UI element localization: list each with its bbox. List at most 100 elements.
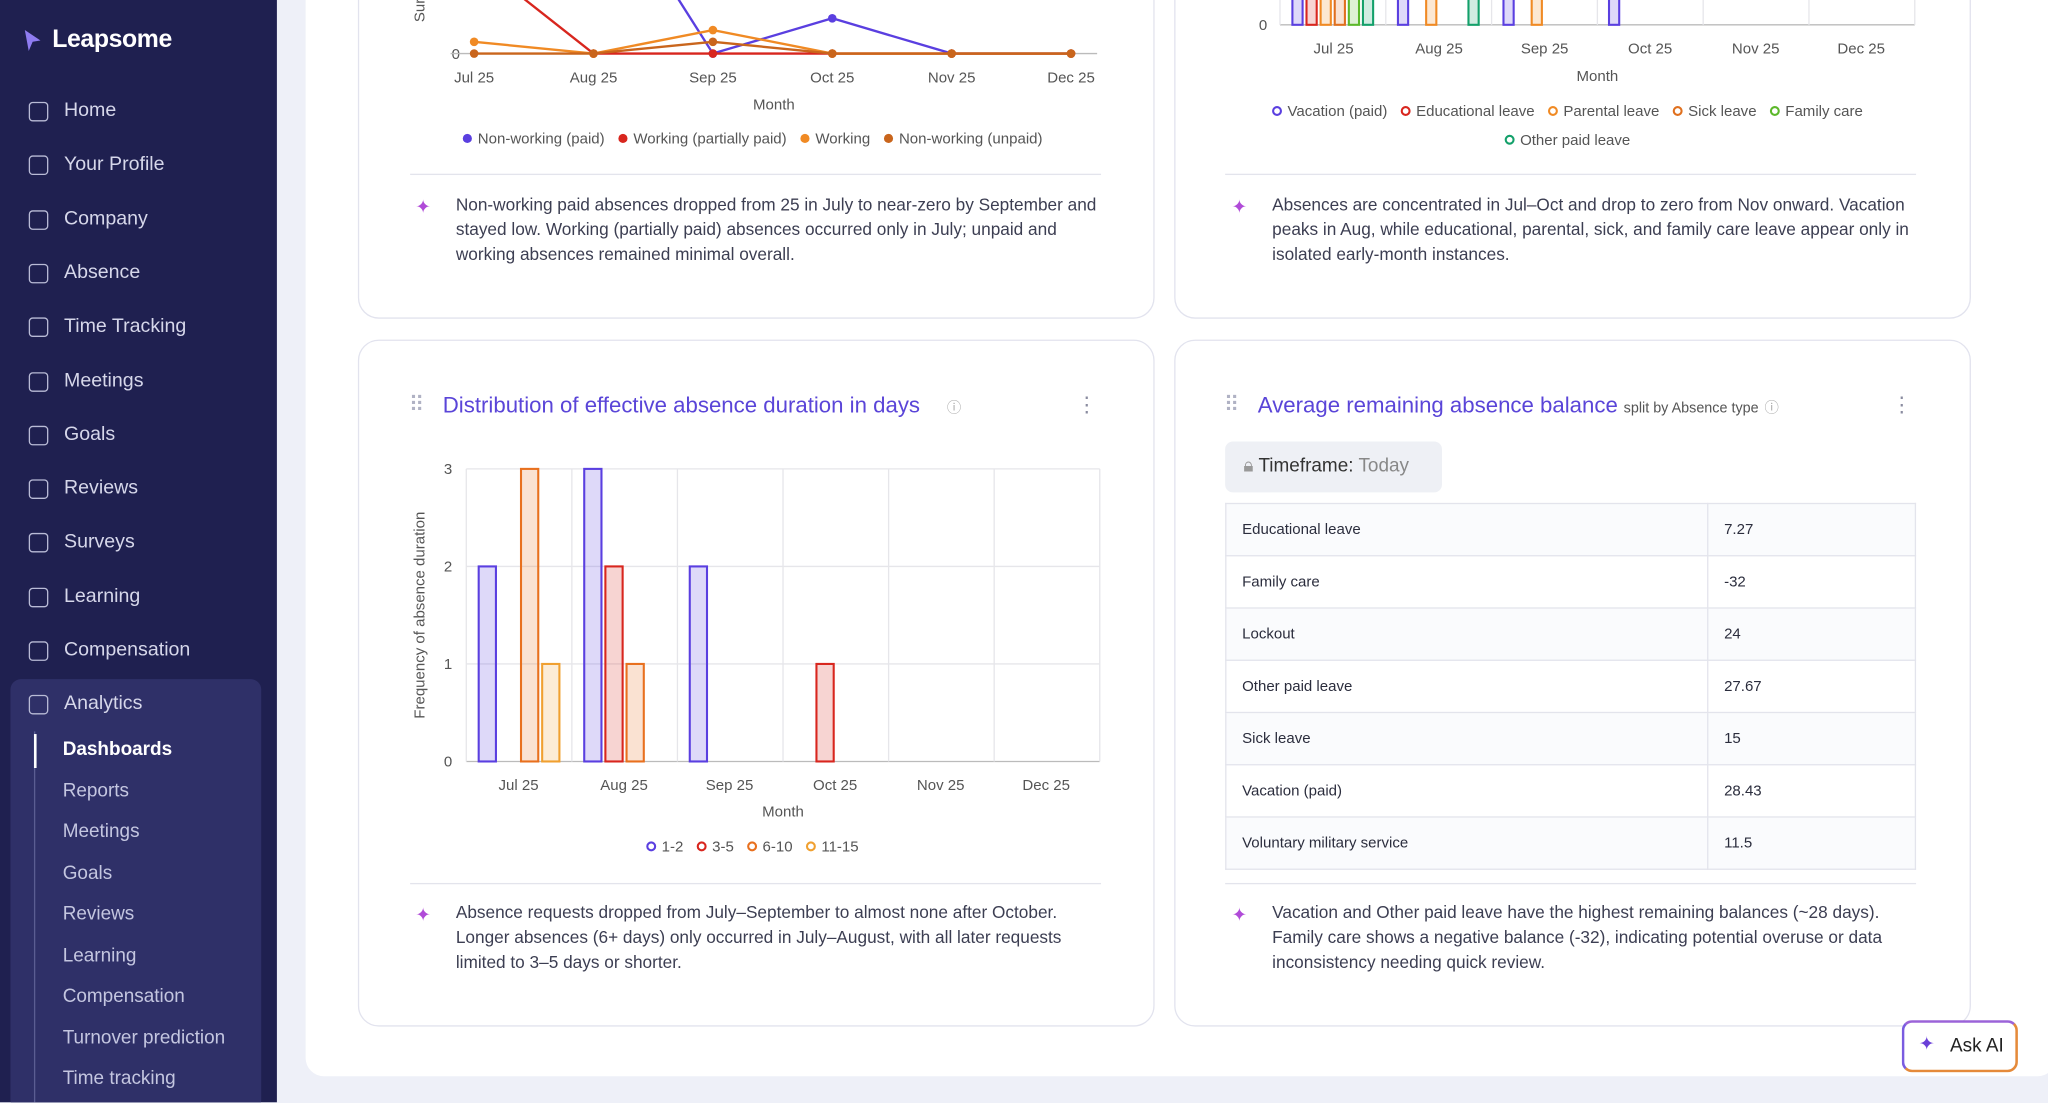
drag-handle[interactable]: ⠿ bbox=[408, 394, 424, 417]
divider bbox=[410, 173, 1102, 176]
submenu-item[interactable]: Meetings bbox=[62, 821, 140, 843]
table-row: Lockout 24 bbox=[1225, 607, 1917, 661]
x-tick-label: Sep 25 bbox=[706, 777, 754, 794]
legend-marker bbox=[1769, 106, 1780, 116]
y-tick-label: 2 bbox=[444, 559, 452, 576]
timeframe-value: Today bbox=[1358, 455, 1409, 477]
nav-icon bbox=[28, 155, 49, 176]
ai-icon: ✦ bbox=[1231, 903, 1247, 925]
line-point bbox=[469, 49, 479, 58]
active-marker bbox=[33, 734, 37, 768]
legend-marker bbox=[1400, 106, 1411, 116]
info-icon[interactable]: ⓘ bbox=[946, 400, 962, 417]
table-row: Vacation (paid) 28.43 bbox=[1225, 764, 1917, 818]
submenu-item[interactable]: Learning bbox=[62, 944, 137, 966]
logo: Leapsome bbox=[52, 26, 172, 54]
line-point bbox=[827, 13, 837, 23]
legend-marker bbox=[696, 841, 707, 852]
submenu-item[interactable]: Dashboards bbox=[62, 739, 173, 761]
nav-item[interactable]: Learning bbox=[63, 584, 141, 607]
x-tick-label: Dec 25 bbox=[1047, 69, 1095, 86]
ask-ai-button[interactable]: ✦ Ask AI bbox=[1901, 1020, 2018, 1073]
nav-item[interactable]: Home bbox=[63, 99, 117, 122]
nav-icon bbox=[28, 425, 49, 446]
line-point bbox=[708, 25, 718, 35]
legend-label: Working bbox=[815, 131, 870, 148]
submenu-item[interactable]: Reviews bbox=[62, 903, 135, 925]
nav-item[interactable]: Meetings bbox=[63, 368, 144, 392]
legend-marker bbox=[646, 841, 657, 852]
legend-marker bbox=[1672, 106, 1683, 116]
legend-label: Working (partially paid) bbox=[633, 131, 786, 148]
cell-value: 11.5 bbox=[1707, 816, 1917, 870]
bar bbox=[1319, 0, 1332, 26]
line-series bbox=[523, 0, 1072, 55]
submenu-item[interactable]: Goals bbox=[62, 862, 113, 884]
legend-label: Family care bbox=[1785, 103, 1863, 120]
nav-item[interactable]: Compensation bbox=[63, 638, 191, 661]
legend-label: Sick leave bbox=[1688, 103, 1756, 120]
bar bbox=[1333, 0, 1346, 26]
cell-value: 27.67 bbox=[1707, 659, 1917, 714]
bar bbox=[541, 662, 561, 763]
x-axis-label: Month bbox=[753, 97, 795, 114]
bar bbox=[815, 662, 835, 763]
card bbox=[357, 339, 1155, 1027]
timeframe-filter[interactable]: 🔒︎ Timeframe: Today bbox=[1225, 441, 1442, 493]
legend-marker bbox=[1547, 106, 1558, 116]
nav-icon bbox=[28, 587, 49, 607]
x-tick-label: Aug 25 bbox=[570, 69, 618, 86]
x-tick-label: Oct 25 bbox=[810, 69, 854, 86]
submenu-item[interactable]: Reports bbox=[62, 780, 130, 802]
y-tick-label: 3 bbox=[444, 461, 452, 478]
y-tick-label: 0 bbox=[444, 754, 452, 771]
insight-text: Absences are concentrated in Jul–Oct and… bbox=[1272, 194, 1909, 264]
legend-label: 1-2 bbox=[662, 839, 684, 856]
legend-label: Educational leave bbox=[1416, 103, 1535, 120]
drag-handle[interactable]: ⠿ bbox=[1223, 394, 1239, 417]
line-point bbox=[708, 49, 718, 58]
x-tick-label: Aug 25 bbox=[1415, 41, 1463, 58]
nav-item[interactable]: Time Tracking bbox=[63, 315, 187, 338]
nav-item[interactable]: Reviews bbox=[63, 476, 139, 500]
bar bbox=[1530, 0, 1543, 26]
nav-item[interactable]: Analytics bbox=[63, 692, 143, 715]
x-tick-label: Jul 25 bbox=[1314, 41, 1354, 58]
nav-item[interactable]: Surveys bbox=[63, 530, 135, 553]
bar bbox=[688, 565, 709, 763]
nav-item[interactable]: Company bbox=[63, 207, 148, 230]
ai-icon: ✦ bbox=[415, 903, 431, 925]
logo-icon bbox=[24, 30, 41, 51]
legend-marker bbox=[1272, 106, 1282, 116]
nav-item[interactable]: Your Profile bbox=[63, 153, 165, 176]
legend-marker bbox=[883, 133, 894, 144]
legend-label: 3-5 bbox=[712, 839, 734, 856]
menu-button[interactable]: ⋮ bbox=[1076, 394, 1097, 417]
nav-icon bbox=[28, 209, 49, 230]
x-tick-label: Oct 25 bbox=[813, 777, 857, 794]
bar bbox=[1396, 0, 1410, 26]
x-axis-label: Month bbox=[762, 803, 804, 820]
y-tick-label: 0 bbox=[452, 46, 460, 63]
nav-item[interactable]: Goals bbox=[63, 422, 116, 446]
legend-label: 6-10 bbox=[763, 839, 793, 856]
bar bbox=[1361, 0, 1375, 26]
submenu-item[interactable]: Compensation bbox=[62, 986, 185, 1008]
legend-label: Non-working (unpaid) bbox=[899, 131, 1043, 148]
analytics-section bbox=[10, 679, 262, 1103]
insight-text: Non-working paid absences dropped from 2… bbox=[455, 194, 1097, 264]
legend-marker bbox=[800, 133, 810, 144]
nav-icon bbox=[28, 101, 49, 122]
menu-button[interactable]: ⋮ bbox=[1891, 394, 1912, 417]
submenu-item[interactable]: Turnover prediction bbox=[62, 1027, 226, 1049]
legend-label: 11-15 bbox=[821, 839, 858, 856]
x-tick-label: Jul 25 bbox=[454, 69, 494, 86]
cell-label: Family care bbox=[1225, 555, 1709, 609]
nav-item[interactable]: Absence bbox=[63, 261, 141, 284]
bar bbox=[1467, 0, 1480, 26]
submenu-item[interactable]: Time tracking bbox=[62, 1068, 176, 1090]
cell-value: 24 bbox=[1707, 607, 1917, 661]
legend-label: Parental leave bbox=[1563, 103, 1659, 120]
nav-icon bbox=[28, 371, 49, 392]
